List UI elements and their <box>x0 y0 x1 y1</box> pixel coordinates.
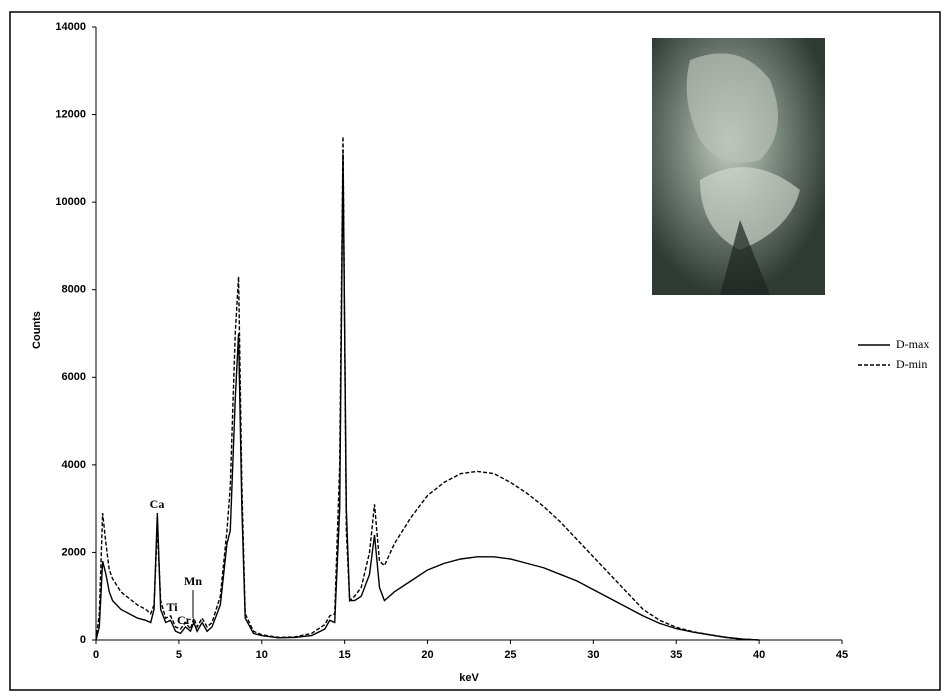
inset-image <box>652 38 825 295</box>
annotation: Cr <box>177 613 192 627</box>
annotation: Ca <box>150 497 165 511</box>
y-axis-title: Counts <box>31 311 43 349</box>
annotation: Mn <box>184 574 202 588</box>
y-tick-label: 10000 <box>55 196 86 208</box>
x-tick-label: 45 <box>836 649 848 661</box>
y-tick-label: 12000 <box>55 108 86 120</box>
y-tick-label: 8000 <box>62 284 86 296</box>
y-tick-label: 2000 <box>62 546 86 558</box>
y-tick-label: 6000 <box>62 371 86 383</box>
legend-label: D-min <box>896 357 927 371</box>
legend-label: D-max <box>896 337 929 351</box>
x-tick-label: 0 <box>93 649 99 661</box>
x-tick-label: 40 <box>753 649 765 661</box>
y-tick-label: 0 <box>80 634 86 646</box>
x-tick-label: 15 <box>339 649 351 661</box>
x-tick-label: 20 <box>421 649 433 661</box>
x-tick-label: 5 <box>176 649 182 661</box>
series-line <box>95 153 760 641</box>
x-tick-label: 35 <box>670 649 682 661</box>
x-tick-label: 30 <box>587 649 599 661</box>
y-tick-label: 14000 <box>55 21 86 33</box>
annotation: Ti <box>166 600 178 614</box>
x-tick-label: 25 <box>504 649 516 661</box>
x-axis-title: keV <box>459 672 479 684</box>
y-tick-label: 4000 <box>62 459 86 471</box>
frame <box>9 11 941 691</box>
x-tick-label: 10 <box>256 649 268 661</box>
series-line <box>95 136 760 641</box>
